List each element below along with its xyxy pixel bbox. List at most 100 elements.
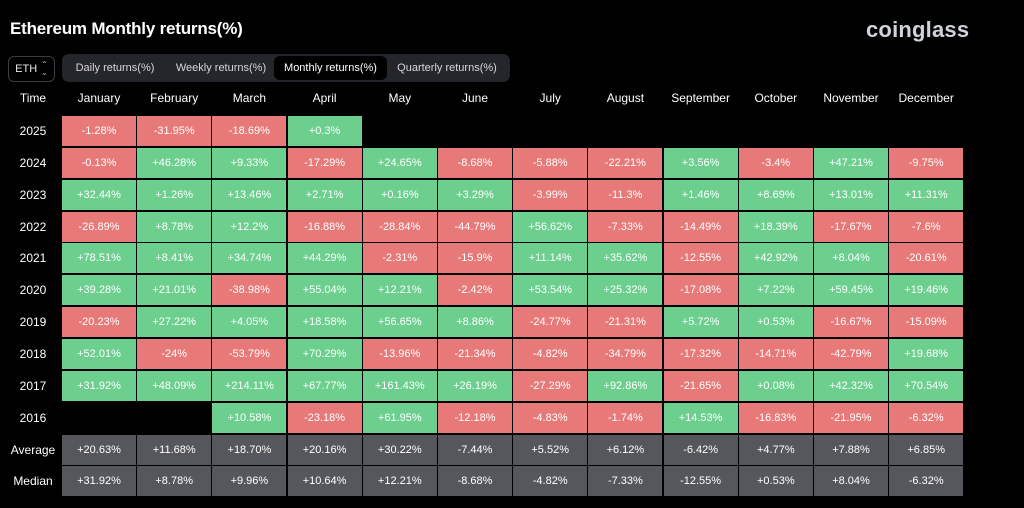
return-cell: -3.99% bbox=[513, 179, 588, 210]
return-cell: +8.78% bbox=[137, 211, 212, 242]
return-cell: +46.28% bbox=[137, 147, 212, 178]
return-cell: -16.83% bbox=[738, 402, 813, 433]
summary-cell: -6.42% bbox=[663, 434, 738, 465]
return-cell: +0.53% bbox=[738, 307, 813, 338]
return-cell: +19.68% bbox=[889, 338, 964, 369]
return-cell: -21.34% bbox=[438, 338, 512, 369]
return-cell: -17.32% bbox=[663, 338, 738, 369]
return-cell: -7.6% bbox=[889, 211, 964, 242]
return-cell: +11.14% bbox=[513, 243, 588, 274]
return-cell: +35.62% bbox=[588, 243, 663, 274]
return-cell: -17.67% bbox=[814, 211, 888, 242]
return-cell: +32.44% bbox=[62, 179, 136, 210]
return-cell: +39.28% bbox=[62, 275, 136, 306]
coinglass-logo: coinglass bbox=[866, 17, 970, 42]
return-cell: -53.79% bbox=[212, 338, 287, 369]
year-label-2017: 2017 bbox=[19, 378, 47, 393]
return-cell: +70.54% bbox=[889, 370, 964, 401]
return-cell: +0.08% bbox=[738, 370, 813, 401]
return-cell: +214.11% bbox=[212, 370, 287, 401]
return-cell: -14.49% bbox=[663, 211, 738, 242]
tab-daily-returns[interactable]: Daily returns(%) bbox=[75, 62, 155, 74]
return-cell: -9.75% bbox=[889, 147, 964, 178]
return-cell: +44.29% bbox=[287, 243, 362, 274]
return-cell: -14.71% bbox=[738, 338, 813, 369]
coin-select-value: ETH bbox=[15, 63, 38, 75]
return-cell: -12.18% bbox=[438, 402, 512, 433]
return-cell: +67.77% bbox=[287, 370, 362, 401]
return-cell: +1.46% bbox=[663, 179, 738, 210]
summary-cell: -7.33% bbox=[588, 466, 663, 497]
summary-cell: +6.85% bbox=[889, 434, 964, 465]
year-label-2023: 2023 bbox=[19, 187, 47, 202]
month-header-december: December bbox=[898, 91, 954, 105]
return-cell: +3.56% bbox=[663, 147, 738, 178]
month-header-october: October bbox=[754, 91, 798, 105]
return-cell: +1.26% bbox=[137, 179, 212, 210]
return-cell: +13.46% bbox=[212, 179, 287, 210]
return-cell: -4.82% bbox=[513, 338, 588, 369]
summary-cell: +31.92% bbox=[62, 466, 136, 497]
summary-cell: +6.12% bbox=[588, 434, 663, 465]
return-cell: +8.86% bbox=[438, 307, 512, 338]
return-cell: +34.74% bbox=[212, 243, 287, 274]
return-cell: +24.65% bbox=[362, 147, 437, 178]
return-cell: +92.86% bbox=[588, 370, 663, 401]
summary-cell: +0.53% bbox=[738, 466, 813, 497]
return-cell: -1.74% bbox=[588, 402, 663, 433]
return-cell: +9.33% bbox=[212, 147, 287, 178]
return-cell: -38.98% bbox=[212, 275, 287, 306]
month-header-april: April bbox=[312, 91, 337, 105]
month-header-january: January bbox=[77, 91, 121, 105]
return-cell: +55.04% bbox=[287, 275, 362, 306]
summary-cell: +5.52% bbox=[513, 434, 588, 465]
return-cell: +8.69% bbox=[738, 179, 813, 210]
tab-monthly-returns[interactable]: Monthly returns(%) bbox=[274, 56, 387, 80]
tab-weekly-returns[interactable]: Weekly returns(%) bbox=[175, 62, 267, 74]
return-cell: -3.4% bbox=[738, 147, 813, 178]
return-cell: +53.54% bbox=[513, 275, 588, 306]
return-cell: -4.83% bbox=[513, 402, 588, 433]
year-label-2025: 2025 bbox=[19, 124, 47, 138]
return-cell: -2.31% bbox=[362, 243, 437, 274]
return-cell: +161.43% bbox=[362, 370, 437, 401]
return-cell: -22.21% bbox=[588, 147, 663, 178]
return-cell: -27.29% bbox=[513, 370, 588, 401]
return-cell: +78.51% bbox=[62, 243, 136, 274]
return-cell: -44.79% bbox=[438, 211, 512, 242]
summary-cell: +18.70% bbox=[212, 434, 287, 465]
month-header-june: June bbox=[461, 91, 489, 105]
tab-quarterly-returns[interactable]: Quarterly returns(%) bbox=[397, 62, 497, 74]
summary-cell: +10.64% bbox=[287, 466, 362, 497]
return-cell: -13.96% bbox=[362, 338, 437, 369]
return-cell: +26.19% bbox=[438, 370, 512, 401]
summary-cell: -4.82% bbox=[513, 466, 588, 497]
year-label-2016: 2016 bbox=[19, 410, 47, 425]
return-cell: +0.3% bbox=[287, 116, 362, 146]
return-cell: +42.32% bbox=[814, 370, 888, 401]
return-cell: -42.79% bbox=[814, 338, 888, 369]
year-label-2022: 2022 bbox=[19, 219, 47, 234]
return-cell: +18.58% bbox=[287, 307, 362, 338]
return-cell: +3.29% bbox=[438, 179, 512, 210]
return-cell: +5.72% bbox=[663, 307, 738, 338]
return-cell: -34.79% bbox=[588, 338, 663, 369]
coin-select[interactable]: ETH ⌃ ⌄ bbox=[8, 56, 55, 82]
return-cell: +48.09% bbox=[137, 370, 212, 401]
return-cell: +12.2% bbox=[212, 211, 287, 242]
page-title: Ethereum Monthly returns(%) bbox=[10, 19, 243, 38]
month-header-february: February bbox=[150, 91, 199, 105]
return-cell: -21.95% bbox=[814, 402, 888, 433]
summary-label-median: Median bbox=[13, 474, 53, 489]
return-cell: +56.65% bbox=[362, 307, 437, 338]
return-cell: +18.39% bbox=[738, 211, 813, 242]
return-cell: -8.68% bbox=[438, 147, 512, 178]
year-label-2021: 2021 bbox=[19, 251, 47, 266]
month-header-may: May bbox=[388, 91, 412, 105]
return-cell: +10.58% bbox=[212, 402, 287, 433]
return-cell: +8.04% bbox=[814, 243, 888, 274]
month-header-august: August bbox=[606, 91, 645, 105]
return-cell: +52.01% bbox=[62, 338, 136, 369]
return-cell: -11.3% bbox=[588, 179, 663, 210]
summary-cell: -7.44% bbox=[438, 434, 512, 465]
